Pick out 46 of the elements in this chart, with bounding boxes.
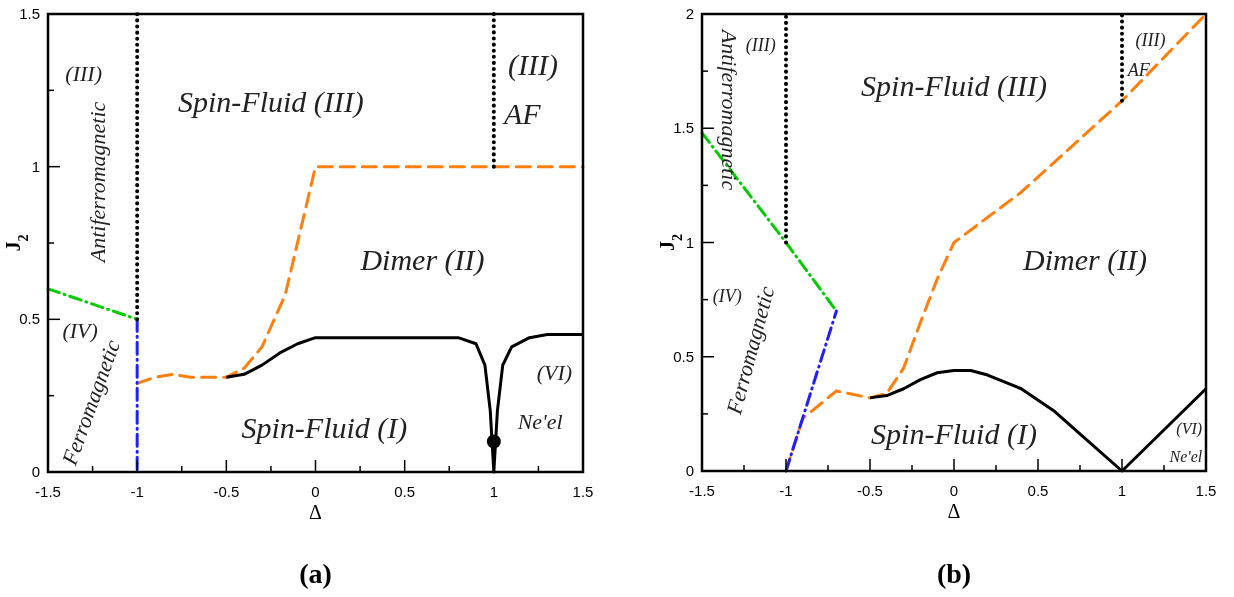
y-tick-label: 0.5 [19, 310, 40, 328]
x-tick-label: 1.5 [572, 483, 594, 500]
y-tick-label: 2 [685, 5, 694, 22]
annotation: AF [502, 96, 542, 130]
y-tick-label: 1 [31, 157, 40, 175]
annotation: (III) [508, 48, 559, 83]
x-tick-label: -1 [779, 482, 793, 499]
annotation: Dimer (II) [359, 243, 485, 278]
annotation: Antiferromagnetic [717, 27, 743, 191]
y-tick-label: 0.5 [673, 347, 694, 365]
x-tick-label: -0.5 [213, 483, 240, 500]
x-tick-label: -1.5 [35, 483, 61, 500]
annotation: AF [1126, 59, 1151, 80]
y-tick-label: 1.5 [19, 5, 40, 22]
text: (a) [299, 558, 332, 589]
y-tick-label: 0 [31, 463, 40, 480]
x-tick-label: -1 [130, 483, 144, 500]
annotation: Spin-Fluid (I) [241, 411, 408, 446]
annotation: (VI) [1176, 420, 1203, 439]
x-tick-label: 0.5 [1027, 482, 1049, 499]
x-tick-label: -1.5 [689, 482, 715, 499]
annotation: Ne'el [1168, 447, 1203, 465]
annotation: Ne'el [516, 409, 563, 435]
annotation: (VI) [536, 360, 573, 386]
annotation: (III) [65, 61, 102, 87]
annotation: Dimer (II) [1021, 242, 1148, 277]
x-tick-label: 1 [489, 483, 499, 500]
annotation: Spin-Fluid (I) [871, 416, 1037, 451]
annotation: (III) [745, 34, 776, 56]
x-axis-title: Δ [947, 500, 961, 522]
x-tick-label: 0.5 [394, 483, 416, 500]
y-tick-label: 0 [685, 462, 694, 479]
annotation: Spin-Fluid (III) [861, 69, 1047, 104]
x-axis-title: Δ [309, 501, 323, 523]
y-tick-label: 1.5 [673, 119, 694, 137]
line-series [135, 165, 585, 385]
annotation: Spin-Fluid (III) [178, 84, 364, 119]
annotation: (III) [1135, 29, 1166, 51]
x-tick-label: -0.5 [857, 482, 883, 499]
text: (b) [936, 558, 972, 589]
x-tick-label: 1 [1117, 482, 1127, 499]
x-tick-label: 0 [311, 483, 320, 500]
y-tick-label: 1 [685, 233, 694, 251]
annotation: Antiferromagnetic [85, 101, 111, 265]
x-tick-label: 0 [949, 482, 959, 499]
x-tick-label: 1.5 [1195, 482, 1217, 499]
